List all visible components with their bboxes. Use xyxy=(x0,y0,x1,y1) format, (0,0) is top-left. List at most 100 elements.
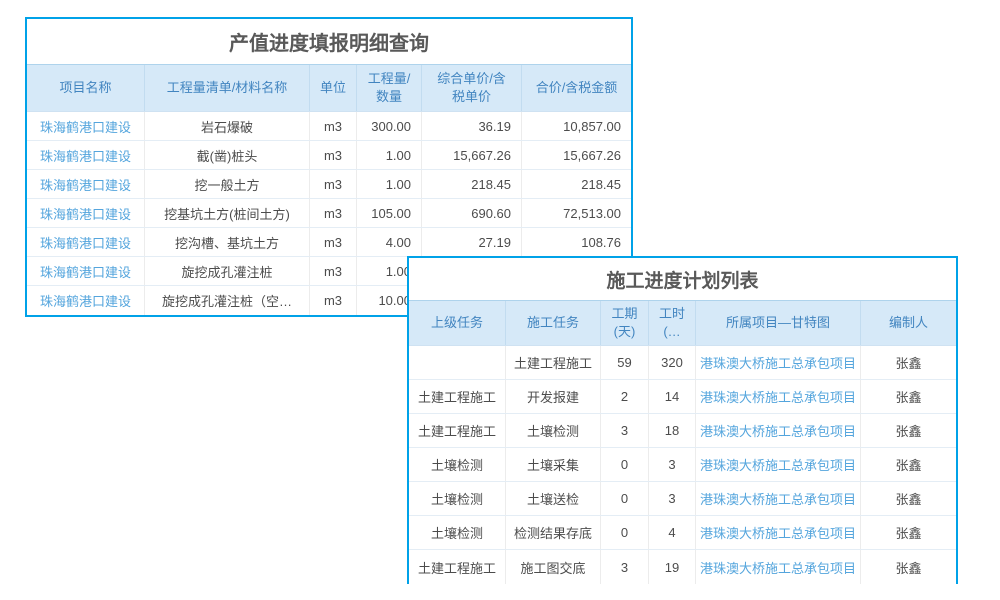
project-gantt-link[interactable]: 港珠澳大桥施工总承包项目 xyxy=(696,482,861,515)
col-header-author: 编制人 xyxy=(888,315,928,331)
work-hours: 3 xyxy=(649,482,696,515)
table2-title: 施工进度计划列表 xyxy=(606,270,759,292)
table-row: 土建工程施工 施工图交底 3 19 港珠澳大桥施工总承包项目 张鑫 xyxy=(409,550,956,584)
project-gantt-link[interactable]: 港珠澳大桥施工总承包项目 xyxy=(696,550,861,584)
quantity: 1.00 xyxy=(357,170,422,198)
author-name: 张鑫 xyxy=(895,560,922,576)
parent-task: 土壤检测 xyxy=(409,448,506,481)
project-name-link[interactable]: 珠海鹤港口建设 xyxy=(27,170,145,198)
table-row: 土建工程施工 土壤检测 3 18 港珠澳大桥施工总承包项目 张鑫 xyxy=(409,414,956,448)
col-header-duration: 工期 (天) xyxy=(601,301,649,345)
material-name: 挖一般土方 xyxy=(145,170,310,198)
quantity: 1.00 xyxy=(357,141,422,169)
project-gantt-link[interactable]: 港珠澳大桥施工总承包项目 xyxy=(696,448,861,481)
col-header-unit: 单位 xyxy=(310,65,357,111)
table2-header-row: 上级任务 施工任务 工期 (天) 工时 (… 所属项目—甘特图 编制人 xyxy=(409,300,956,346)
task-name: 检测结果存底 xyxy=(506,516,601,549)
unit-price: 690.60 xyxy=(422,199,522,227)
duration-days: 3 xyxy=(601,550,649,584)
amount: 15,667.26 xyxy=(563,147,621,163)
project-gantt-link[interactable]: 港珠澳大桥施工总承包项目 xyxy=(696,516,861,549)
quantity: 4.00 xyxy=(357,228,422,256)
unit: m3 xyxy=(310,141,357,169)
amount: 108.76 xyxy=(581,234,621,250)
table-row: 土壤检测 土壤送检 0 3 港珠澳大桥施工总承包项目 张鑫 xyxy=(409,482,956,516)
author-name: 张鑫 xyxy=(895,424,922,439)
project-name-link[interactable]: 珠海鹤港口建设 xyxy=(27,199,145,227)
duration-days: 0 xyxy=(601,482,649,515)
material-name: 旋挖成孔灌注桩 xyxy=(145,257,310,285)
work-hours: 14 xyxy=(649,380,696,413)
unit-price: 27.19 xyxy=(422,228,522,256)
project-gantt-link[interactable]: 港珠澳大桥施工总承包项目 xyxy=(696,414,861,447)
col-header-parent-task: 上级任务 xyxy=(409,301,506,345)
quantity: 105.00 xyxy=(357,199,422,227)
material-name: 岩石爆破 xyxy=(145,112,310,140)
table1-header-row: 项目名称 工程量清单/材料名称 单位 工程量/ 数量 综合单价/含 税单价 合价… xyxy=(27,64,631,112)
unit-price: 218.45 xyxy=(422,170,522,198)
col-header-project-name: 项目名称 xyxy=(27,65,145,111)
unit: m3 xyxy=(310,257,357,285)
work-hours: 3 xyxy=(649,448,696,481)
parent-task xyxy=(409,346,506,379)
table1-title: 产值进度填报明细查询 xyxy=(229,33,429,55)
duration-days: 59 xyxy=(601,346,649,379)
col-header-project-gantt: 所属项目—甘特图 xyxy=(696,301,861,345)
work-hours: 320 xyxy=(649,346,696,379)
col-header-task: 施工任务 xyxy=(506,301,601,345)
table-row: 土建工程施工 开发报建 2 14 港珠澳大桥施工总承包项目 张鑫 xyxy=(409,380,956,414)
col-header-material-name: 工程量清单/材料名称 xyxy=(145,65,310,111)
unit: m3 xyxy=(310,112,357,140)
unit-price: 15,667.26 xyxy=(422,141,522,169)
project-gantt-link[interactable]: 港珠澳大桥施工总承包项目 xyxy=(696,380,861,413)
duration-days: 0 xyxy=(601,448,649,481)
author-name: 张鑫 xyxy=(895,526,922,541)
author-name: 张鑫 xyxy=(895,492,922,507)
col-header-quantity: 工程量/ 数量 xyxy=(357,65,422,111)
material-name: 挖沟槽、基坑土方 xyxy=(145,228,310,256)
duration-days: 0 xyxy=(601,516,649,549)
work-hours: 19 xyxy=(649,550,696,584)
project-name-link[interactable]: 珠海鹤港口建设 xyxy=(27,286,145,315)
col-header-hours: 工时 (… xyxy=(649,301,696,345)
task-name: 土壤检测 xyxy=(506,414,601,447)
parent-task: 土壤检测 xyxy=(409,482,506,515)
author-name: 张鑫 xyxy=(895,458,922,473)
duration-days: 2 xyxy=(601,380,649,413)
unit: m3 xyxy=(310,228,357,256)
parent-task: 土建工程施工 xyxy=(409,414,506,447)
parent-task: 土建工程施工 xyxy=(409,550,506,584)
project-name-link[interactable]: 珠海鹤港口建设 xyxy=(27,257,145,285)
unit: m3 xyxy=(310,199,357,227)
amount: 218.45 xyxy=(581,176,621,192)
task-name: 开发报建 xyxy=(506,380,601,413)
project-name-link[interactable]: 珠海鹤港口建设 xyxy=(27,228,145,256)
table-row: 土建工程施工 59 320 港珠澳大桥施工总承包项目 张鑫 xyxy=(409,346,956,380)
task-name: 施工图交底 xyxy=(506,550,601,584)
col-header-amount: 合价/含税金额 xyxy=(535,80,618,96)
amount: 10,857.00 xyxy=(563,118,621,134)
project-gantt-link[interactable]: 港珠澳大桥施工总承包项目 xyxy=(696,346,861,379)
project-name-link[interactable]: 珠海鹤港口建设 xyxy=(27,112,145,140)
table-row: 珠海鹤港口建设 截(凿)桩头 m3 1.00 15,667.26 15,667.… xyxy=(27,141,631,170)
quantity: 300.00 xyxy=(357,112,422,140)
author-name: 张鑫 xyxy=(895,356,922,371)
table-row: 珠海鹤港口建设 挖沟槽、基坑土方 m3 4.00 27.19 108.76 xyxy=(27,228,631,257)
work-hours: 18 xyxy=(649,414,696,447)
table-row: 土壤检测 土壤采集 0 3 港珠澳大桥施工总承包项目 张鑫 xyxy=(409,448,956,482)
task-name: 土建工程施工 xyxy=(506,346,601,379)
unit: m3 xyxy=(310,170,357,198)
unit-price: 36.19 xyxy=(422,112,522,140)
task-name: 土壤送检 xyxy=(506,482,601,515)
output-value-detail-table: 产值进度填报明细查询 项目名称 工程量清单/材料名称 单位 工程量/ 数量 综合… xyxy=(25,17,633,317)
task-name: 土壤采集 xyxy=(506,448,601,481)
parent-task: 土建工程施工 xyxy=(409,380,506,413)
unit: m3 xyxy=(310,286,357,315)
construction-plan-table: 施工进度计划列表 上级任务 施工任务 工期 (天) 工时 (… 所属项目—甘特图… xyxy=(407,256,958,584)
table-row: 土壤检测 检测结果存底 0 4 港珠澳大桥施工总承包项目 张鑫 xyxy=(409,516,956,550)
project-name-link[interactable]: 珠海鹤港口建设 xyxy=(27,141,145,169)
table-row: 珠海鹤港口建设 挖一般土方 m3 1.00 218.45 218.45 xyxy=(27,170,631,199)
work-hours: 4 xyxy=(649,516,696,549)
parent-task: 土壤检测 xyxy=(409,516,506,549)
table-row: 珠海鹤港口建设 挖基坑土方(桩间土方) m3 105.00 690.60 72,… xyxy=(27,199,631,228)
